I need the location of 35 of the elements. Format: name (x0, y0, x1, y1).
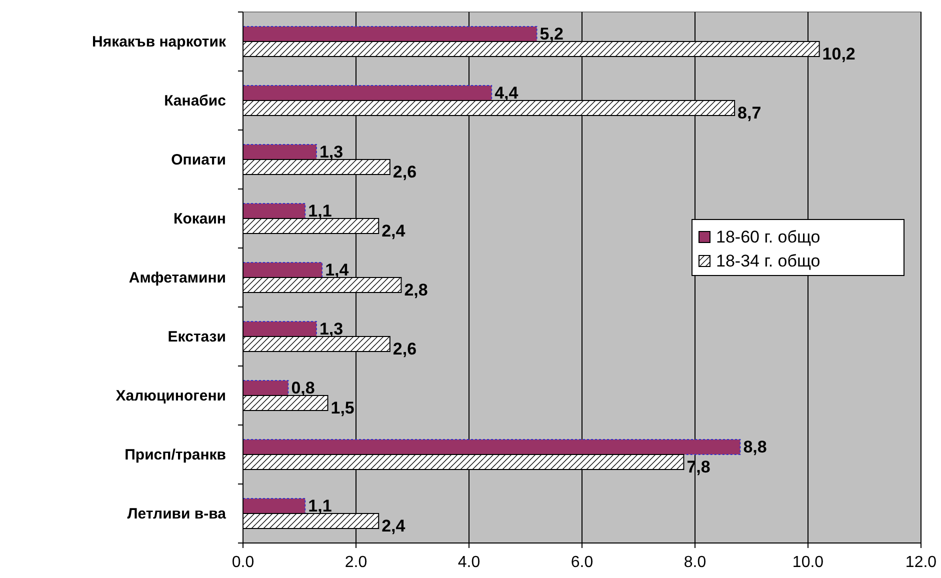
y-tick-label: Канабис (164, 92, 226, 110)
x-tick-label: 0.0 (232, 554, 254, 571)
y-tick-label: Халюциногени (116, 388, 226, 404)
y-tick-label: Екстази (168, 328, 226, 346)
data-label: 1,5 (330, 398, 354, 418)
data-label: 1,3 (319, 320, 344, 338)
data-label: 8,7 (738, 104, 762, 122)
y-tick-label: Опиати (171, 152, 226, 168)
data-label: 2,4 (382, 222, 406, 240)
x-tick-label: 6.0 (570, 554, 594, 571)
x-tick-label: 4.0 (458, 554, 480, 571)
data-label: 8,8 (743, 438, 767, 456)
data-label: 2,6 (392, 340, 417, 358)
data-label: 2,4 (382, 516, 406, 536)
x-tick-label: 12.0 (905, 554, 937, 571)
x-tick-label: 8.0 (684, 554, 706, 571)
y-tick-label: Някакъв наркотик (92, 34, 226, 50)
y-tick-label: Присп/транкв (124, 446, 226, 464)
y-tick-label: Летливи в-ва (127, 506, 227, 522)
x-tick-label: 10.0 (792, 554, 824, 571)
data-label: 2,8 (404, 280, 428, 300)
data-label: 0,8 (291, 378, 315, 398)
data-label: 1,4 (325, 260, 350, 280)
data-label: 1,1 (308, 202, 332, 220)
legend-label: 18-60 г. общо (716, 228, 820, 246)
data-label: 10,2 (822, 44, 856, 64)
data-label: 1,3 (319, 142, 344, 162)
y-tick-label: Кокаин (174, 210, 226, 228)
data-label: 4,4 (494, 84, 519, 102)
legend-label: 18-34 г. общо (716, 252, 820, 270)
y-tick-label: Амфетамини (128, 270, 226, 286)
data-label: 5,2 (540, 24, 564, 44)
x-tick-label: 2.0 (344, 554, 368, 571)
data-label: 1,1 (308, 496, 332, 516)
data-label: 2,6 (392, 162, 417, 182)
